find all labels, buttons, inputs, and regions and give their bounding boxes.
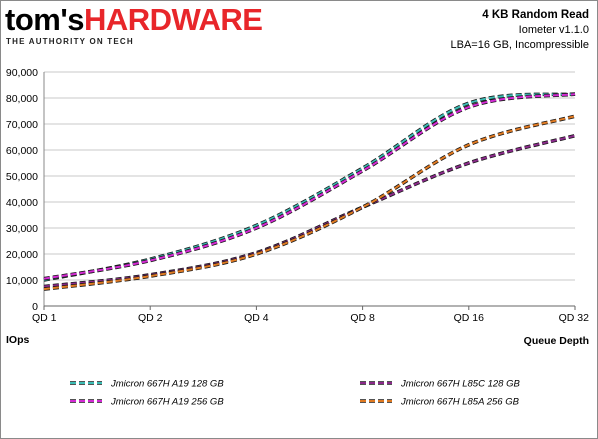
legend-item: Jmicron 667H L85C 128 GB — [360, 379, 520, 390]
x-tick-label: QD 32 — [559, 312, 590, 324]
x-tick-label: QD 8 — [350, 312, 375, 324]
series-lines — [43, 92, 576, 291]
logo-tagline: THE AUTHORITY ON TECH — [6, 37, 134, 46]
series-line-outline — [43, 92, 576, 281]
logo-wordmark: tom'sHARDWARE — [5, 3, 263, 37]
legend-label: Jmicron 667H L85A 256 GB — [400, 397, 520, 408]
x-tick-label: QD 16 — [454, 312, 485, 324]
legend-item: Jmicron 667H A19 256 GB — [70, 397, 224, 408]
y-tick-label: 20,000 — [6, 249, 38, 261]
chart-title: 4 KB Random Read — [482, 9, 589, 21]
y-tick-label: 60,000 — [6, 145, 38, 157]
y-tick-label: 70,000 — [6, 119, 38, 131]
y-tick-label: 80,000 — [6, 93, 38, 105]
y-tick-label: 10,000 — [6, 275, 38, 287]
chart-title-block: 4 KB Random Read Iometer v1.1.0 LBA=16 G… — [451, 8, 590, 53]
legend-item: Jmicron 667H A19 128 GB — [70, 379, 224, 390]
chart-subtitle-tool: Iometer v1.1.0 — [518, 24, 589, 36]
y-axis-title: IOps — [6, 334, 29, 346]
logo-toms: tom's — [5, 2, 84, 37]
y-tick-label: 90,000 — [6, 67, 38, 79]
chart-subtitle-config: LBA=16 GB, Incompressible — [450, 39, 590, 51]
logo-hardware: HARDWARE — [83, 2, 263, 37]
legend-item: Jmicron 667H L85A 256 GB — [360, 397, 520, 408]
x-tick-label: QD 4 — [244, 312, 269, 324]
legend-label: Jmicron 667H L85C 128 GB — [400, 379, 520, 390]
y-tick-label: 50,000 — [6, 171, 38, 183]
y-tick-label: 0 — [32, 301, 38, 313]
y-tick-label: 40,000 — [6, 197, 38, 209]
series-line-outline — [43, 92, 576, 282]
x-tick-label: QD 1 — [32, 312, 57, 324]
legend-label: Jmicron 667H A19 128 GB — [110, 379, 224, 390]
grid-lines — [43, 71, 575, 307]
toms-hardware-logo: tom'sHARDWARE THE AUTHORITY ON TECH — [5, 3, 275, 51]
series-line-stroke — [43, 93, 576, 280]
legend: Jmicron 667H A19 128 GB Jmicron 667H A19 … — [70, 379, 520, 408]
legend-label: Jmicron 667H A19 256 GB — [110, 397, 224, 408]
x-axis-ticks: QD 1 QD 2 QD 4 QD 8 QD 16 QD 32 — [32, 306, 589, 324]
series-line-stroke — [43, 93, 576, 281]
series-line-stroke — [43, 115, 576, 291]
y-tick-label: 30,000 — [6, 223, 38, 235]
series-line-0 — [43, 92, 576, 282]
y-axis-ticks: 0 10,000 20,000 30,000 40,000 50,000 60,000 70,… — [6, 67, 38, 313]
series-line-3 — [43, 114, 576, 291]
x-axis-title: Queue Depth — [524, 335, 589, 347]
series-line-1 — [43, 92, 576, 281]
x-tick-label: QD 2 — [138, 312, 163, 324]
series-line-outline — [43, 114, 576, 291]
